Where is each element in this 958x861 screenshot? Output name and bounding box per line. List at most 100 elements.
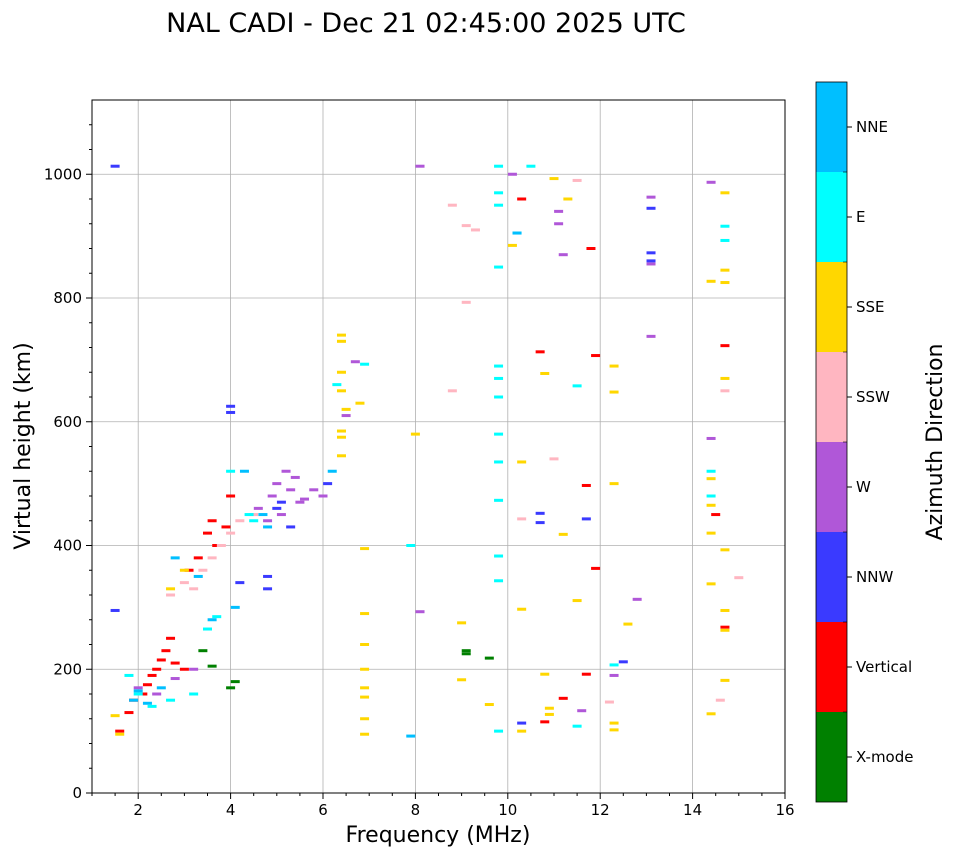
echo-point [133, 689, 143, 693]
x-tick-label: 10 [498, 801, 517, 819]
echo-point [244, 513, 254, 517]
echo-point [591, 354, 601, 358]
echo-point [406, 544, 416, 547]
echo-point [517, 721, 527, 725]
echo-point [290, 475, 300, 479]
echo-point [646, 251, 656, 255]
y-tick-label: 400 [53, 537, 82, 555]
echo-point [323, 482, 333, 486]
echo-point [535, 511, 545, 515]
series-vertical [115, 197, 730, 733]
x-tick-label: 6 [318, 801, 328, 819]
echo-point [309, 488, 319, 492]
echo-point [276, 513, 286, 517]
echo-point [558, 532, 568, 536]
echo-point [239, 469, 249, 473]
colorbar-tick-label: E [856, 208, 865, 226]
echo-point [170, 661, 180, 665]
echo-point [152, 692, 162, 696]
echo-point [609, 721, 619, 725]
echo-point [336, 429, 346, 433]
echo-point [494, 376, 504, 380]
echo-point [138, 692, 148, 696]
colorbar-tick-label: NNE [856, 118, 888, 136]
echo-point [646, 259, 656, 263]
echo-point [212, 544, 222, 547]
echo-point [350, 360, 360, 364]
colorbar-segment-ssw [816, 352, 847, 442]
echo-point [360, 643, 370, 646]
plot-background [92, 100, 785, 793]
echo-point [203, 531, 212, 535]
echo-point [535, 521, 545, 525]
colorbar-label: Azimuth Direction [923, 343, 948, 540]
echo-point [609, 728, 619, 732]
echo-point [572, 599, 582, 603]
y-tick-label: 800 [53, 289, 82, 307]
echo-point [484, 703, 494, 707]
echo-point [226, 404, 236, 408]
series-e [124, 164, 730, 733]
echo-point [360, 732, 370, 736]
echo-point [235, 581, 245, 585]
echo-point [156, 658, 166, 662]
echo-point [720, 224, 730, 228]
echo-point [360, 612, 370, 616]
echo-point [558, 696, 568, 700]
echo-point [166, 587, 176, 591]
echo-point [604, 700, 614, 704]
echo-point [549, 177, 559, 181]
echo-point [341, 414, 351, 418]
echo-point [198, 649, 208, 653]
echo-point [226, 469, 236, 473]
series-w [133, 164, 716, 713]
series-nne [129, 231, 522, 738]
echo-point [720, 376, 730, 380]
echo-point [609, 663, 619, 667]
echo-point [360, 686, 370, 690]
echo-point [110, 608, 120, 612]
echo-point [189, 587, 199, 591]
echo-point [563, 197, 573, 201]
echo-point [572, 178, 582, 182]
echo-point [249, 519, 259, 523]
echo-point [124, 711, 134, 715]
echo-point [336, 339, 346, 343]
echo-point [720, 608, 730, 612]
x-tick-label: 2 [133, 801, 143, 819]
echo-point [517, 607, 527, 611]
echo-point [207, 519, 217, 523]
echo-point [360, 717, 370, 721]
echo-point [706, 531, 716, 535]
echo-point [129, 698, 139, 702]
echo-point [720, 191, 730, 195]
echo-point [360, 695, 370, 699]
echo-point [286, 488, 296, 492]
echo-point [720, 281, 730, 285]
x-tick-label: 8 [411, 801, 421, 819]
echo-point [461, 649, 471, 653]
echo-point [715, 698, 725, 702]
x-tick-label: 16 [775, 801, 794, 819]
echo-point [318, 494, 328, 498]
echo-point [272, 482, 282, 486]
echo-point [110, 714, 120, 718]
y-tick-label: 0 [72, 784, 82, 802]
echo-point [207, 556, 217, 560]
echo-point [360, 667, 370, 671]
echo-point [336, 389, 346, 393]
colorbar-segment-sse [816, 262, 847, 352]
echo-point [156, 686, 166, 690]
y-tick-label: 600 [53, 413, 82, 431]
x-axis-label: Frequency (MHz) [346, 823, 531, 848]
echo-point [609, 673, 619, 677]
echo-point [554, 209, 564, 213]
echo-point [494, 432, 504, 436]
echo-point [632, 597, 642, 601]
echo-point [609, 482, 619, 486]
echo-point [544, 706, 554, 710]
echo-point [133, 692, 143, 696]
echo-point [494, 498, 504, 502]
echo-point [115, 729, 125, 733]
colorbar-segment-e [816, 172, 847, 262]
